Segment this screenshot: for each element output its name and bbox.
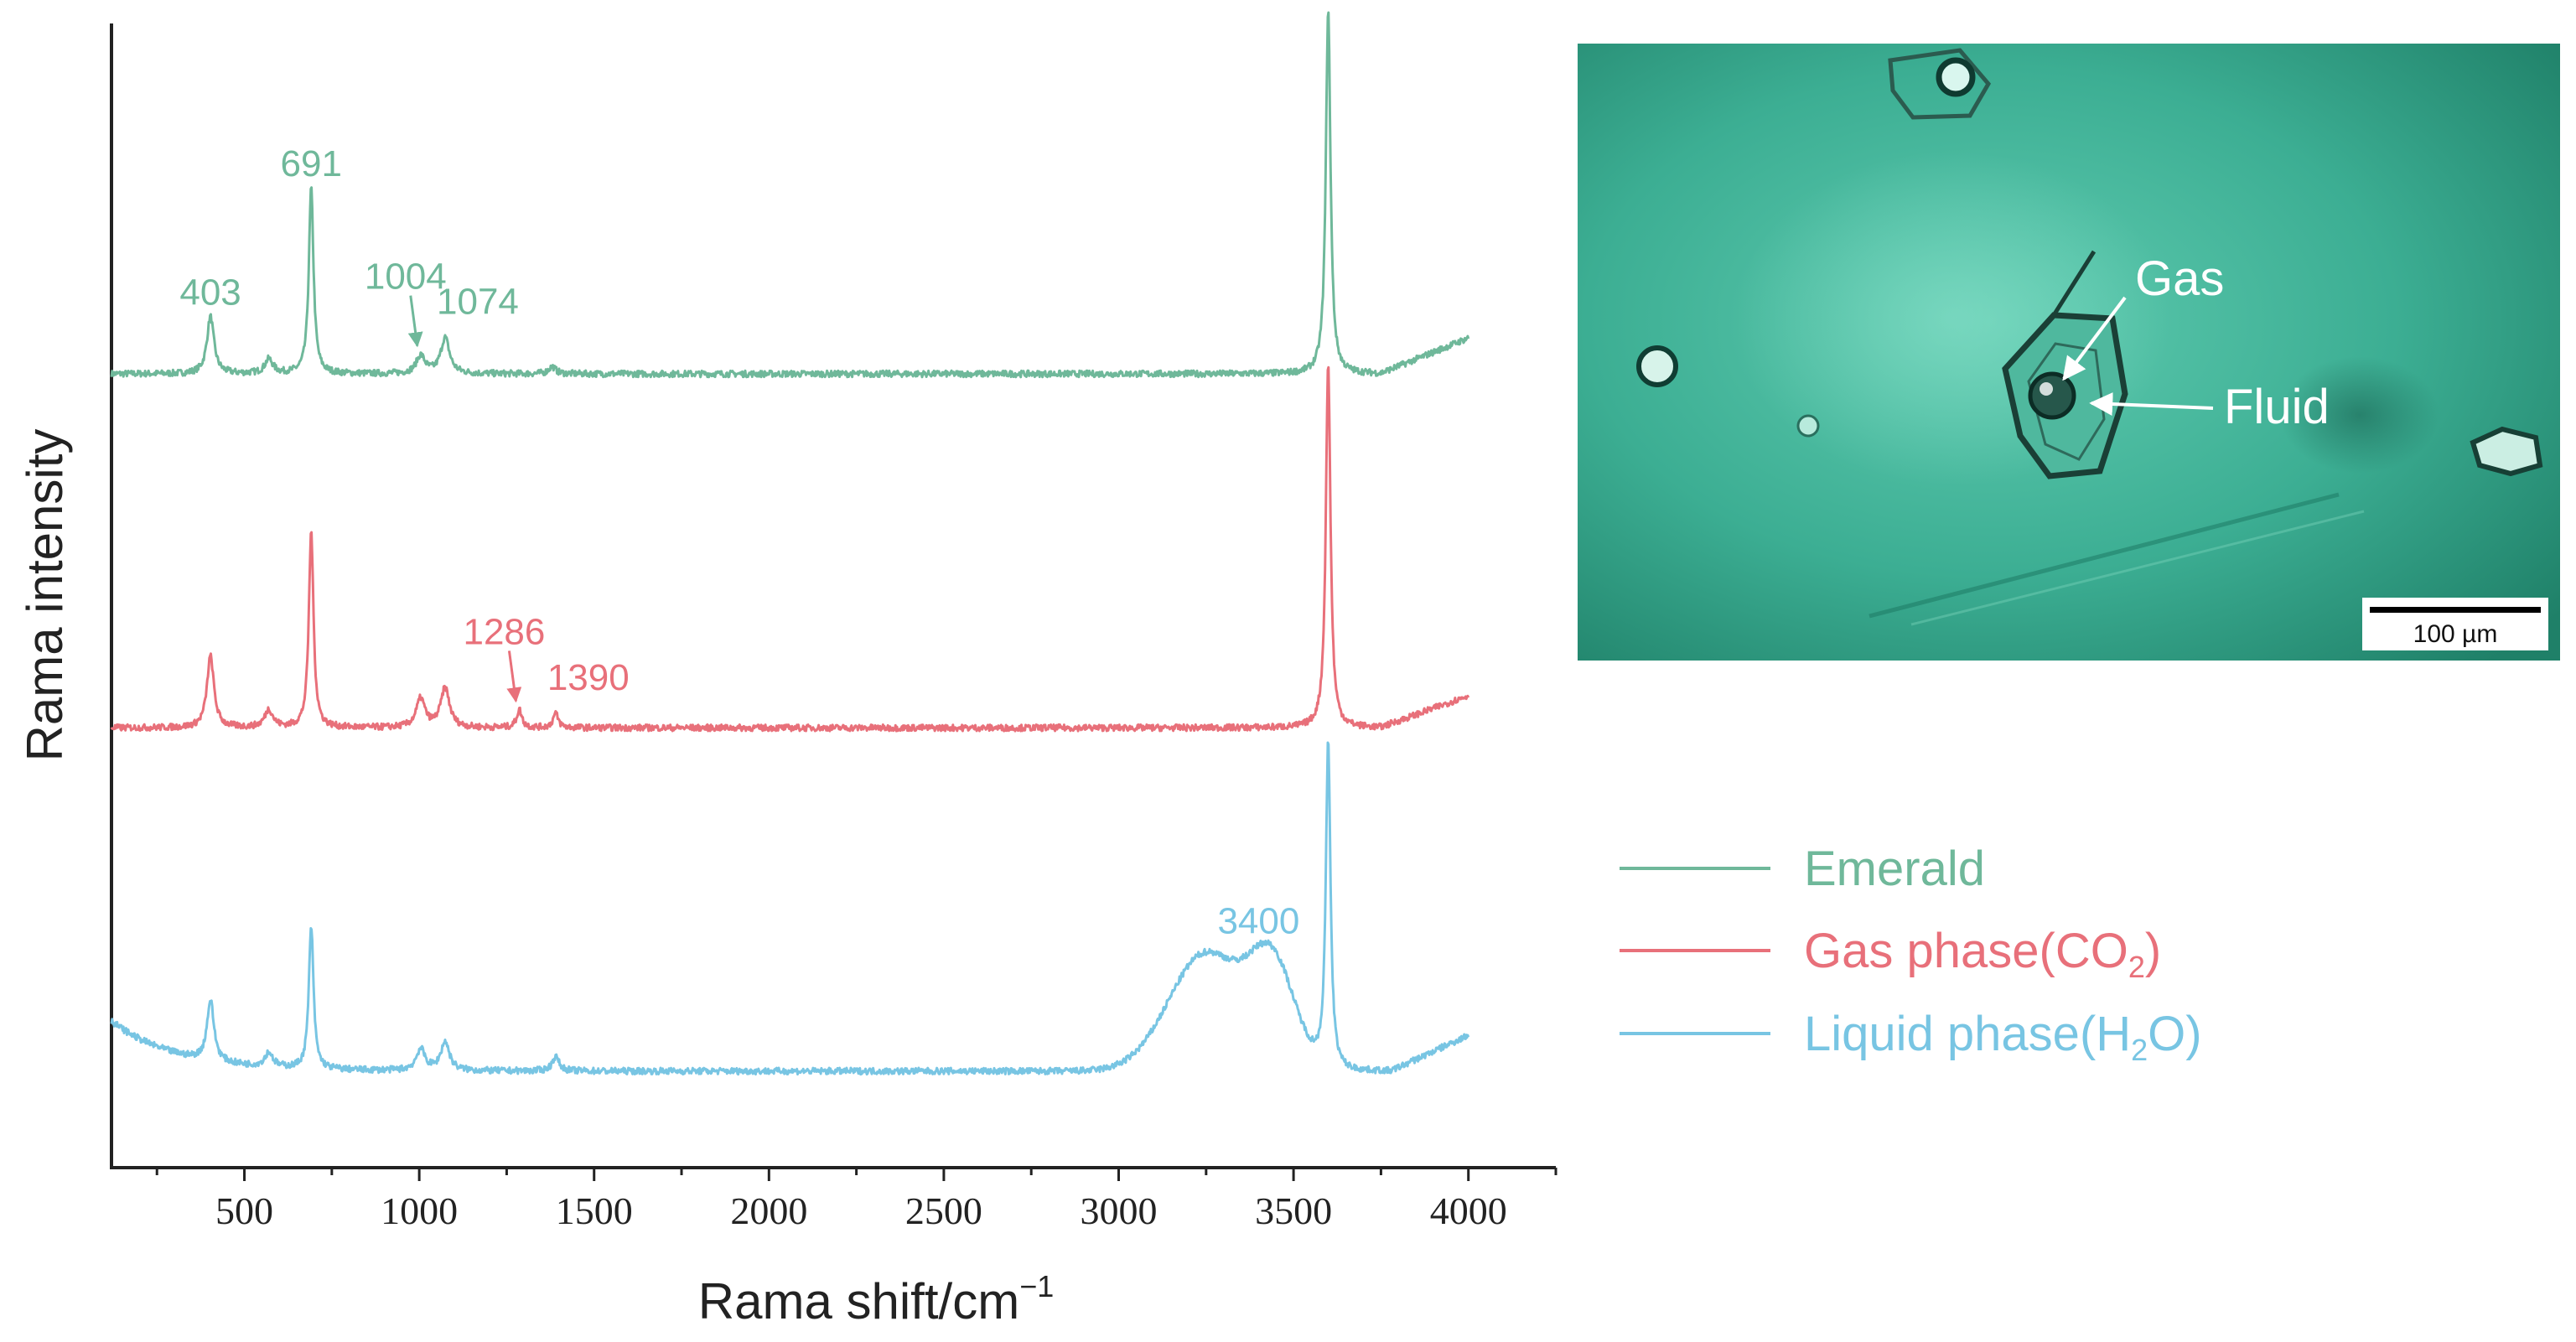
x-axis-title: Rama shift/cm−1 [698,1269,1054,1329]
x-axis-ticks: 500 1000 1500 2000 2500 3000 3500 4000 [155,1168,1558,1232]
micrograph-crack-2 [1910,510,2365,626]
micrograph-dark-spot [2280,356,2439,474]
inclusion-right [2470,426,2543,477]
micrograph-inset: Gas Fluid 100 µm [1578,44,2560,661]
peak-label-emerald-691: 691 [281,143,342,184]
legend-gas-subscript: 2 [2128,950,2145,984]
peak-label-emerald-1074: 1074 [437,281,519,322]
fluid-arrow [2089,392,2214,417]
x-tick-label: 1500 [556,1189,633,1232]
peak-label-emerald-1004: 1004 [365,256,447,298]
peak-label-liquid-3400: 3400 [1217,900,1299,941]
fluid-inclusion-tail [2051,250,2097,317]
fluid-inclusion-inner [2027,342,2106,461]
x-tick-label: 3000 [1081,1189,1158,1232]
legend-gas-name: Gas phase(CO [1804,924,2128,978]
inclusion-top [1888,48,1992,120]
series-line-gas [110,365,1470,733]
peak-label-gas-1390: 1390 [547,657,630,698]
gas-bubble-highlight [2040,382,2053,396]
legend-gas-suffix: ) [2145,924,2161,978]
inclusion-left [1636,345,1678,387]
x-tick-label: 2500 [905,1189,982,1232]
gas-bubble [2028,371,2076,420]
legend-label-gas-phase: Gas phase(CO2) [1804,924,2161,984]
legend-label-emerald: Emerald [1804,842,1985,896]
x-tick-label: 4000 [1430,1189,1507,1232]
peak-label-emerald-403: 403 [179,272,241,313]
x-tick-label: 1000 [381,1189,458,1232]
peak-label-emerald-3599: 3599 [1287,0,1369,6]
legend-liquid-subscript: 2 [2131,1033,2148,1067]
scale-bar-label: 100 µm [2413,620,2498,648]
inclusion-top-bubble [1936,57,1976,97]
x-axis-title-main: Rama shift/cm [698,1273,1019,1329]
legend: Emerald Gas phase(CO2) Liquid phase(H2O) [1620,842,2202,1067]
x-tick-label: 500 [215,1189,273,1232]
chart-axes [110,23,1556,1169]
scale-bar-line [2370,607,2541,613]
inclusion-small [1796,414,1820,438]
gas-label: Gas [2135,251,2224,306]
x-tick-label: 2000 [730,1189,807,1232]
x-tick-label: 3500 [1255,1189,1332,1232]
legend-label-liquid-phase: Liquid phase(H2O) [1804,1007,2202,1067]
legend-liquid-suffix: O) [2148,1007,2201,1061]
y-axis-title: Rama intensity [17,429,73,762]
series-layer [110,11,1470,1076]
fluid-label: Fluid [2224,380,2330,434]
x-axis-title-superscript: −1 [1019,1269,1054,1303]
peak-arrow-1004 [407,295,423,348]
gas-arrow [2062,296,2127,381]
scale-bar-box [2362,598,2548,650]
series-line-emerald [110,11,1470,379]
peak-arrow-1286 [506,650,522,703]
series-line-liquid [110,741,1470,1076]
micrograph-crack [1869,492,2340,619]
peak-label-gas-1286: 1286 [463,611,545,652]
legend-liquid-name: Liquid phase(H [1804,1007,2131,1061]
